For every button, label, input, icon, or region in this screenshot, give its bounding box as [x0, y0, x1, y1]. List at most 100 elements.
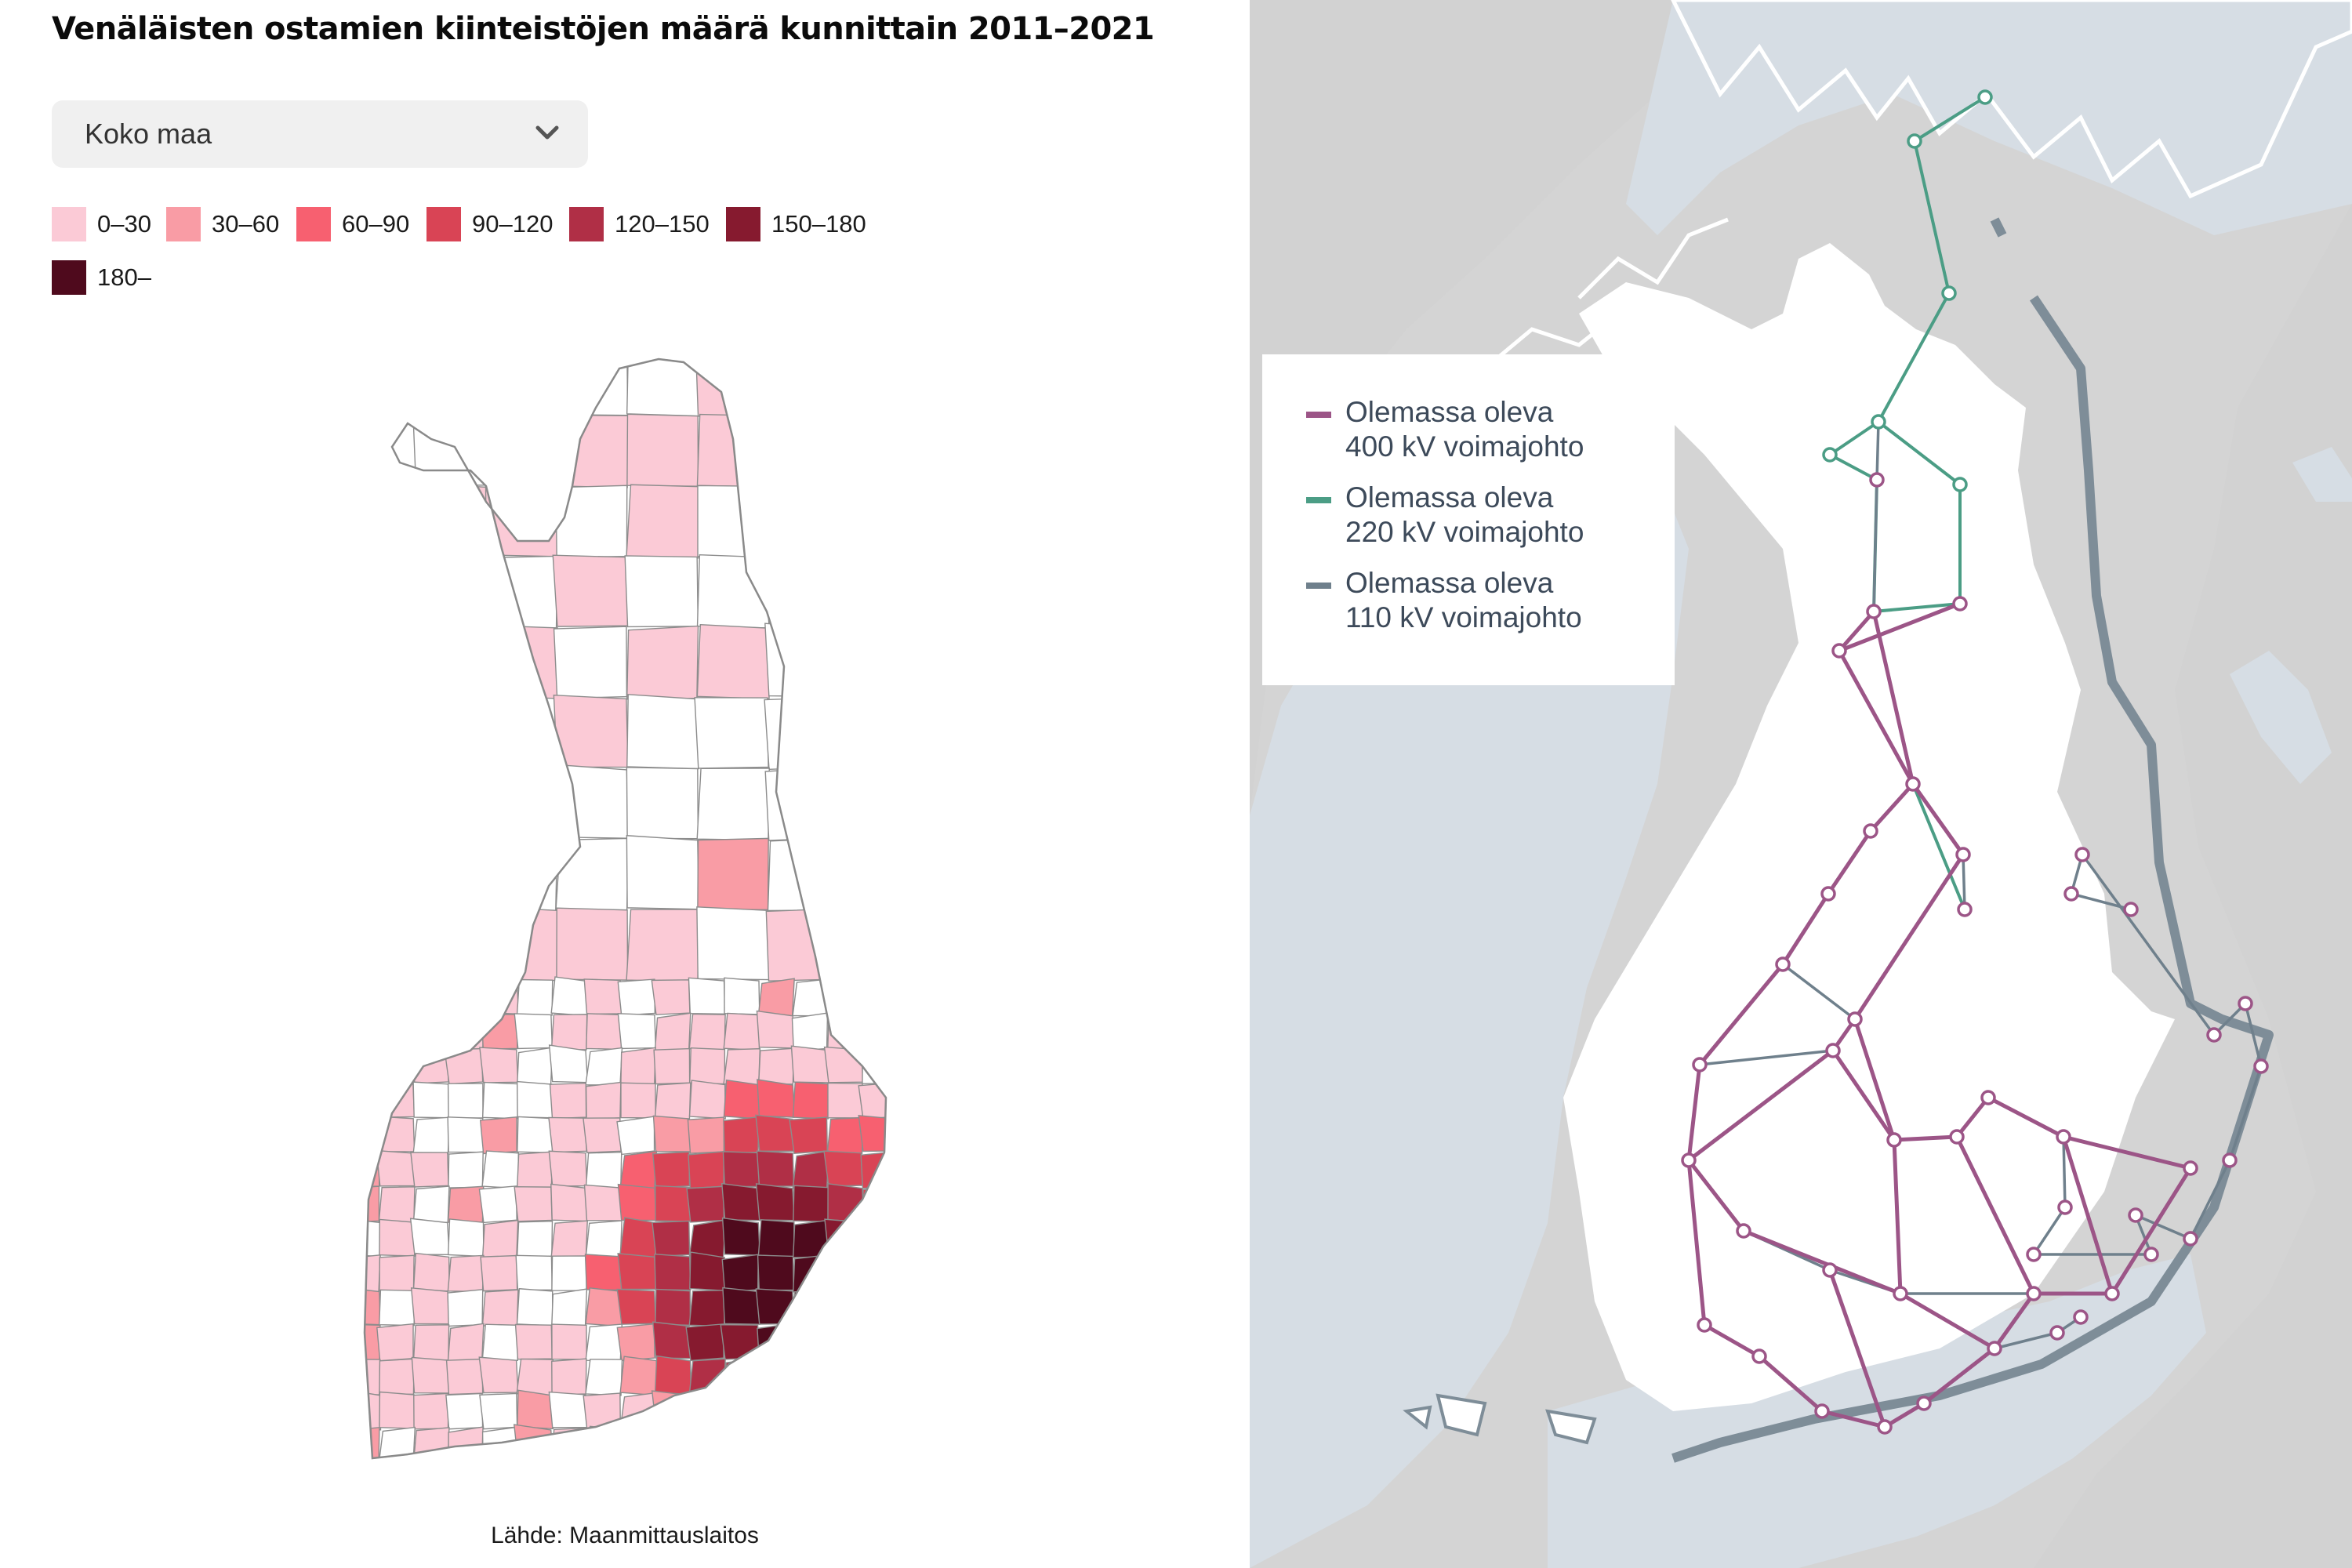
choropleth-panel: Venäläisten ostamien kiinteistöjen määrä…	[52, 11, 1155, 1548]
power-grid-map	[1250, 0, 2352, 1568]
municipality	[619, 1150, 658, 1189]
municipality	[723, 1116, 760, 1155]
municipality	[585, 1220, 622, 1258]
municipality	[516, 1358, 554, 1396]
municipality	[412, 359, 487, 416]
substation-node	[1822, 447, 1838, 463]
municipality	[412, 1185, 450, 1223]
municipality	[792, 1428, 829, 1458]
municipality	[555, 837, 630, 912]
power-line	[1922, 1346, 1997, 1406]
municipality	[513, 1424, 554, 1458]
power-line	[1686, 1062, 1702, 1163]
substation-node	[1775, 956, 1791, 972]
municipality	[620, 1082, 656, 1119]
municipality	[365, 1116, 382, 1155]
municipality	[720, 1427, 760, 1458]
municipality	[689, 1251, 727, 1292]
municipality	[895, 979, 932, 1014]
municipality	[517, 1389, 554, 1430]
municipality	[583, 1184, 622, 1221]
municipality	[858, 1392, 886, 1431]
municipality	[688, 1080, 726, 1120]
municipality	[479, 1047, 519, 1083]
municipality	[414, 623, 488, 699]
substation-node	[1949, 1129, 1965, 1145]
municipality	[756, 1150, 795, 1187]
municipality	[478, 1185, 517, 1224]
municipality	[517, 1116, 554, 1154]
municipality	[654, 1082, 691, 1120]
power-line	[2110, 1166, 2193, 1296]
municipality	[827, 1182, 864, 1222]
region-dropdown[interactable]: Koko maa	[52, 100, 588, 168]
municipality	[792, 1150, 830, 1189]
municipality	[447, 1116, 485, 1153]
municipality	[619, 1356, 657, 1396]
municipality	[790, 1460, 829, 1497]
municipality	[626, 909, 700, 982]
sweden-land	[1250, 0, 1673, 815]
municipality	[767, 485, 840, 557]
power-grid-panel: Olemassa oleva 400 kV voimajohto Olemassa…	[1250, 0, 2352, 1568]
municipality	[896, 1114, 932, 1154]
municipality	[652, 1321, 691, 1359]
municipality	[481, 1323, 519, 1362]
substation-node	[1957, 902, 1973, 917]
substation-node	[1692, 1057, 1708, 1073]
legend-swatch	[52, 207, 86, 241]
municipality	[826, 1116, 864, 1155]
municipality	[585, 1323, 623, 1362]
municipality	[895, 1012, 932, 1048]
substation-node	[2057, 1200, 2073, 1215]
substation-node	[1893, 1286, 1908, 1301]
municipality	[514, 1185, 553, 1222]
municipality	[826, 1356, 864, 1396]
municipality	[517, 1461, 553, 1499]
municipality	[757, 1047, 795, 1085]
municipality	[764, 413, 839, 488]
municipality	[551, 1323, 587, 1360]
municipality	[896, 1290, 932, 1326]
substation-node	[1941, 285, 1957, 301]
municipality	[481, 1150, 520, 1189]
substation-node	[1916, 1396, 1932, 1411]
municipality	[896, 1152, 932, 1189]
power-line	[1780, 891, 1831, 967]
municipality	[548, 1044, 589, 1083]
legend-label: 30–60	[212, 210, 280, 238]
municipality	[480, 1254, 518, 1292]
legend-text-line1: Olemassa oleva	[1345, 567, 1554, 599]
municipality	[485, 413, 558, 488]
municipality	[723, 1392, 760, 1431]
municipality	[617, 978, 656, 1016]
municipality	[757, 1359, 794, 1395]
municipality	[376, 1149, 416, 1187]
grid-legend-item-400kv: Olemassa oleva 400 kV voimajohto	[1306, 395, 1584, 464]
municipality	[626, 625, 699, 700]
municipality	[550, 1183, 588, 1222]
power-line	[2061, 1134, 2114, 1296]
power-line	[2244, 1002, 2263, 1068]
municipality	[415, 693, 488, 769]
municipality	[412, 1252, 450, 1292]
substation-node	[1977, 89, 1993, 105]
grid-legend-item-110kv: Olemassa oleva 110 kV voimajohto	[1306, 566, 1582, 635]
municipality	[376, 1459, 415, 1496]
power-line	[1757, 1354, 1824, 1414]
municipality	[654, 1012, 691, 1051]
municipality	[688, 977, 726, 1015]
municipality	[722, 1151, 760, 1188]
municipality	[860, 1150, 886, 1189]
municipality	[482, 359, 557, 418]
municipality	[790, 1392, 829, 1429]
municipality	[686, 1463, 724, 1498]
municipality	[757, 1254, 795, 1291]
power-line	[1892, 1134, 1959, 1142]
municipality	[687, 1116, 725, 1154]
municipality	[447, 1254, 485, 1292]
municipality	[767, 837, 840, 912]
municipality	[516, 978, 554, 1016]
power-line	[1877, 292, 1951, 423]
substation-node	[1822, 1262, 1838, 1278]
